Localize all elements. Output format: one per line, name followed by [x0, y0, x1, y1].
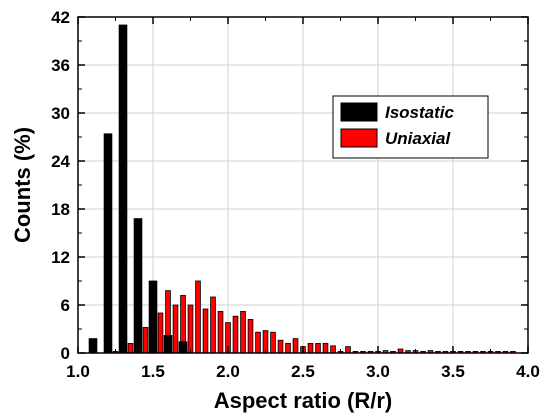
bar-uniaxial	[277, 339, 284, 354]
bar-uniaxial	[270, 331, 276, 354]
bar-uniaxial	[157, 312, 164, 354]
bar-isostatic	[133, 218, 143, 354]
bar-uniaxial	[240, 310, 246, 354]
x-tick-label: 1.5	[141, 362, 165, 381]
x-tick-label: 1.0	[66, 362, 90, 381]
bar-uniaxial	[292, 338, 299, 354]
grid	[78, 17, 528, 353]
bar-uniaxial	[307, 342, 314, 354]
y-tick-label: 36	[51, 56, 70, 75]
bar-uniaxial	[285, 342, 291, 354]
bar-isostatic	[118, 24, 128, 354]
y-tick-label: 24	[51, 152, 70, 171]
bar-isostatic	[103, 133, 113, 354]
axis-ticks	[77, 16, 529, 354]
legend-label-isostatic: Isostatic	[385, 103, 455, 122]
bar-uniaxial	[345, 346, 351, 354]
legend-swatch-isostatic	[340, 102, 378, 122]
y-tick-label: 42	[51, 8, 70, 27]
x-tick-label: 4.0	[516, 362, 540, 381]
bar-uniaxial	[187, 304, 194, 354]
bar-uniaxial	[255, 331, 261, 354]
legend-swatch-uniaxial	[340, 128, 378, 148]
y-tick-label: 12	[51, 248, 70, 267]
bar-uniaxial	[142, 326, 149, 354]
legend-label-uniaxial: Uniaxial	[385, 129, 451, 148]
y-axis-title: Counts (%)	[10, 127, 35, 243]
bars	[88, 24, 516, 354]
bar-isostatic	[88, 338, 98, 354]
x-tick-label: 3.0	[366, 362, 390, 381]
bar-uniaxial	[315, 342, 321, 354]
x-tick-label: 3.5	[441, 362, 465, 381]
bar-uniaxial	[247, 318, 254, 354]
bar-uniaxial	[202, 308, 209, 354]
y-tick-label: 18	[51, 200, 70, 219]
bar-uniaxial	[232, 315, 239, 354]
bar-uniaxial	[210, 296, 216, 354]
bar-uniaxial	[330, 345, 336, 354]
bar-isostatic	[148, 280, 158, 354]
bar-uniaxial	[127, 342, 134, 354]
y-tick-label: 30	[51, 104, 70, 123]
y-tick-label: 6	[61, 296, 70, 315]
bar-isostatic	[178, 341, 188, 354]
bar-isostatic	[163, 334, 173, 354]
tick-labels: 1.0 1.5 2.0 2.5 3.0 3.5 4.0 0 6 12 18 24 30 36 42	[51, 8, 540, 381]
bar-uniaxial	[322, 342, 329, 354]
bar-uniaxial	[195, 280, 201, 354]
legend: Isostatic Uniaxial	[332, 95, 489, 159]
bar-uniaxial	[217, 310, 224, 354]
x-axis-title: Aspect ratio (R/r)	[214, 388, 392, 413]
x-tick-label: 2.0	[216, 362, 240, 381]
bar-uniaxial	[172, 304, 179, 354]
x-tick-label: 2.5	[291, 362, 315, 381]
y-tick-label: 0	[61, 344, 70, 363]
